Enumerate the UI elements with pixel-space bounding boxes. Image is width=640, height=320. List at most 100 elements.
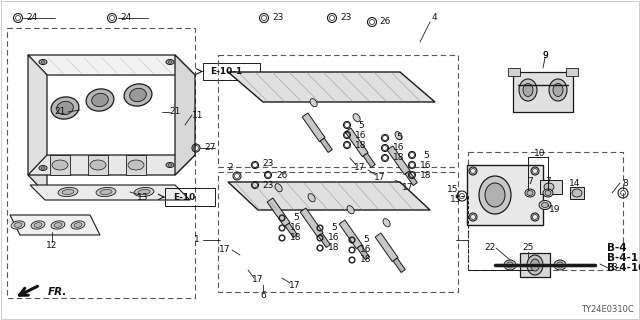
Text: E-10: E-10	[173, 193, 195, 202]
Ellipse shape	[549, 79, 567, 101]
Ellipse shape	[128, 160, 144, 170]
Polygon shape	[393, 258, 405, 272]
Bar	[88, 155, 108, 175]
Ellipse shape	[90, 160, 106, 170]
Polygon shape	[300, 208, 323, 236]
Text: 15: 15	[451, 196, 461, 204]
Text: 16: 16	[420, 161, 432, 170]
Text: 21: 21	[54, 108, 66, 116]
Text: 18: 18	[328, 244, 340, 252]
Text: 22: 22	[484, 244, 495, 252]
Ellipse shape	[14, 223, 22, 227]
Text: 27: 27	[204, 143, 216, 153]
Ellipse shape	[310, 99, 317, 107]
Ellipse shape	[124, 84, 152, 106]
Text: B-4: B-4	[607, 243, 627, 253]
Text: 7: 7	[527, 177, 533, 186]
Ellipse shape	[57, 101, 74, 115]
Text: 26: 26	[276, 171, 288, 180]
Ellipse shape	[541, 203, 548, 207]
Ellipse shape	[134, 188, 154, 196]
Bar	[203, 63, 260, 80]
Ellipse shape	[62, 189, 74, 195]
Text: 5: 5	[358, 121, 364, 130]
Ellipse shape	[39, 60, 47, 65]
Ellipse shape	[130, 88, 147, 102]
Polygon shape	[28, 155, 195, 175]
Text: 18: 18	[360, 255, 372, 265]
Ellipse shape	[39, 165, 47, 171]
Ellipse shape	[553, 84, 563, 97]
Ellipse shape	[58, 188, 78, 196]
Ellipse shape	[527, 255, 543, 275]
Text: 24: 24	[120, 13, 132, 22]
Bar	[566, 68, 578, 76]
Bar	[468, 152, 623, 270]
Text: 14: 14	[570, 179, 580, 188]
Ellipse shape	[34, 223, 42, 227]
Text: B-4-10: B-4-10	[607, 263, 640, 273]
Text: 17: 17	[355, 164, 365, 172]
Text: 5: 5	[293, 213, 299, 222]
Text: 16: 16	[393, 143, 404, 153]
Ellipse shape	[544, 183, 554, 191]
Text: 18: 18	[393, 154, 404, 163]
Polygon shape	[345, 128, 368, 156]
Text: 23: 23	[272, 13, 284, 22]
Ellipse shape	[545, 190, 551, 196]
Ellipse shape	[347, 206, 354, 214]
Ellipse shape	[168, 164, 172, 166]
Ellipse shape	[308, 194, 315, 202]
Text: 18: 18	[291, 234, 301, 243]
Text: 9: 9	[542, 51, 548, 60]
Text: 17: 17	[220, 245, 231, 254]
Bar	[520, 253, 550, 277]
Polygon shape	[228, 182, 430, 210]
Polygon shape	[363, 153, 375, 167]
Ellipse shape	[519, 79, 537, 101]
Ellipse shape	[527, 190, 533, 196]
Ellipse shape	[71, 221, 85, 229]
Ellipse shape	[557, 262, 563, 268]
Ellipse shape	[51, 97, 79, 119]
Text: 24: 24	[26, 13, 38, 22]
Polygon shape	[405, 171, 417, 186]
Text: 11: 11	[192, 110, 204, 119]
Polygon shape	[387, 146, 410, 175]
Text: 16: 16	[291, 223, 301, 233]
Ellipse shape	[166, 163, 174, 167]
Polygon shape	[175, 55, 195, 175]
Ellipse shape	[41, 167, 45, 169]
Polygon shape	[28, 55, 47, 195]
Polygon shape	[28, 55, 195, 75]
Ellipse shape	[31, 221, 45, 229]
Text: 26: 26	[380, 18, 390, 27]
Text: 18: 18	[420, 171, 432, 180]
Polygon shape	[320, 138, 332, 152]
Text: 2: 2	[227, 164, 233, 172]
Ellipse shape	[485, 183, 505, 207]
Polygon shape	[339, 220, 362, 249]
Text: 21: 21	[170, 108, 180, 116]
Bar	[218, 55, 458, 167]
Text: 13: 13	[137, 194, 148, 203]
Text: FR.: FR.	[48, 287, 67, 297]
Ellipse shape	[395, 132, 402, 140]
Text: 19: 19	[549, 205, 561, 214]
Ellipse shape	[275, 184, 282, 192]
Text: 12: 12	[46, 242, 58, 251]
Text: 5: 5	[396, 133, 402, 142]
Ellipse shape	[52, 160, 68, 170]
Ellipse shape	[92, 93, 108, 107]
Text: 16: 16	[355, 131, 367, 140]
Text: 9: 9	[542, 51, 548, 60]
Ellipse shape	[554, 260, 566, 270]
Text: 25: 25	[522, 244, 534, 252]
Text: 16: 16	[360, 245, 372, 254]
Text: 10: 10	[534, 149, 546, 158]
Ellipse shape	[531, 259, 540, 271]
Bar	[218, 172, 458, 292]
Polygon shape	[375, 233, 398, 261]
Ellipse shape	[96, 188, 116, 196]
Text: 8: 8	[622, 179, 628, 188]
